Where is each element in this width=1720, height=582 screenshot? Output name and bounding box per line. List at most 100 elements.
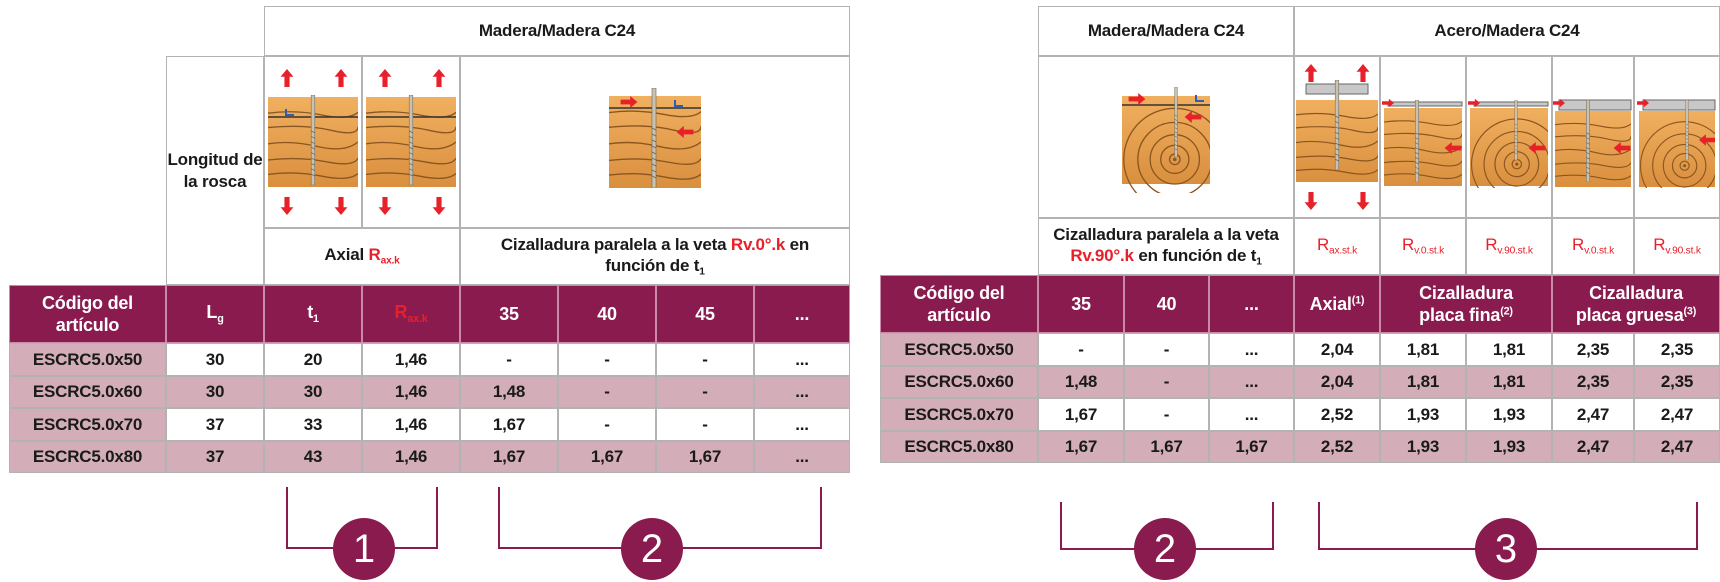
value-cell: 2,47: [1552, 398, 1634, 431]
value-cell: -: [656, 343, 754, 376]
value-cell: 1,67: [1038, 398, 1124, 431]
article-code-cell: ESCRC5.0x70: [9, 408, 166, 441]
value-cell: -: [558, 408, 656, 441]
article-code-cell: ESCRC5.0x80: [880, 430, 1038, 463]
steel-plate-shear-icon: [1634, 56, 1720, 218]
value-cell: 33: [264, 408, 362, 441]
header-code-right: Código del artículo: [880, 275, 1038, 333]
value-cell: 1,81: [1380, 333, 1466, 366]
value-cell: ...: [754, 408, 850, 441]
value-cell: 1,46: [362, 408, 460, 441]
symbol-rax-st: Rax.st.k: [1294, 218, 1380, 275]
header-rax: Rax.k: [362, 285, 460, 343]
value-cell: 2,47: [1634, 430, 1720, 463]
value-cell: ...: [754, 343, 850, 376]
value-cell: 2,52: [1294, 398, 1380, 431]
value-cell: 1,46: [362, 375, 460, 408]
value-cell: 1,93: [1466, 398, 1552, 431]
value-cell: ...: [1209, 333, 1294, 366]
value-cell: 30: [264, 375, 362, 408]
value-cell: 1,46: [362, 440, 460, 473]
value-cell: 1,93: [1466, 430, 1552, 463]
value-cell: 1,48: [1038, 365, 1124, 398]
value-cell: 2,52: [1294, 430, 1380, 463]
value-cell: 1,67: [558, 440, 656, 473]
value-cell: 1,81: [1466, 365, 1552, 398]
badge-2: 2: [621, 518, 683, 580]
value-cell: 1,67: [1038, 430, 1124, 463]
value-cell: 1,67: [1124, 430, 1209, 463]
steel-plate-shear-icon: [1552, 56, 1634, 218]
value-cell: ...: [1209, 365, 1294, 398]
shear-perpendicular-label: Cizalladura paralela a la veta Rv.90°.k …: [1038, 218, 1294, 275]
symbol-rv0-st: Rv.0.st.k: [1380, 218, 1466, 275]
value-cell: 1,81: [1380, 365, 1466, 398]
value-cell: -: [460, 343, 558, 376]
value-cell: 1,67: [656, 440, 754, 473]
value-cell: 37: [166, 440, 264, 473]
value-cell: 2,35: [1634, 333, 1720, 366]
symbol-rv90-st-thick: Rv.90.st.k: [1634, 218, 1720, 275]
header-more-right: ...: [1209, 275, 1294, 333]
article-code-cell: ESCRC5.0x80: [9, 440, 166, 473]
value-cell: 1,67: [1209, 430, 1294, 463]
header-thick-plate: Cizalladura placa gruesa(3): [1552, 275, 1720, 333]
header-40-right: 40: [1124, 275, 1209, 333]
article-code-cell: ESCRC5.0x60: [9, 375, 166, 408]
value-cell: 1,46: [362, 343, 460, 376]
value-cell: ...: [754, 375, 850, 408]
left-group-title: Madera/Madera C24: [264, 6, 850, 56]
value-cell: 1,67: [460, 440, 558, 473]
wood-shear-parallel-icon: [460, 56, 850, 228]
value-cell: 30: [166, 375, 264, 408]
badge-1: 1: [333, 518, 395, 580]
value-cell: ...: [754, 440, 850, 473]
article-code-cell: ESCRC5.0x60: [880, 365, 1038, 398]
value-cell: 2,47: [1552, 430, 1634, 463]
value-cell: 1,93: [1380, 398, 1466, 431]
header-axial-steel: Axial(1): [1294, 275, 1380, 333]
value-cell: 2,47: [1634, 398, 1720, 431]
steel-plate-axial-icon: [1294, 56, 1380, 218]
value-cell: -: [656, 408, 754, 441]
value-cell: ...: [1209, 398, 1294, 431]
steel-plate-shear-icon: [1466, 56, 1552, 218]
value-cell: -: [656, 375, 754, 408]
value-cell: 20: [264, 343, 362, 376]
header-35: 35: [460, 285, 558, 343]
value-cell: 2,35: [1552, 365, 1634, 398]
symbol-rv90-st: Rv.90.st.k: [1466, 218, 1552, 275]
value-cell: 1,93: [1380, 430, 1466, 463]
value-cell: 2,04: [1294, 365, 1380, 398]
badge-2-right: 2: [1134, 518, 1196, 580]
value-cell: -: [558, 343, 656, 376]
value-cell: 43: [264, 440, 362, 473]
value-cell: -: [1124, 398, 1209, 431]
value-cell: 37: [166, 408, 264, 441]
value-cell: 1,48: [460, 375, 558, 408]
header-more: ...: [754, 285, 850, 343]
right-group-title-steel: Acero/Madera C24: [1294, 6, 1720, 56]
badge-3: 3: [1475, 518, 1537, 580]
symbol-rv0-st-thick: Rv.0.st.k: [1552, 218, 1634, 275]
value-cell: 2,35: [1634, 365, 1720, 398]
wood-axial-icon: [362, 56, 460, 228]
value-cell: 2,35: [1552, 333, 1634, 366]
value-cell: 1,81: [1466, 333, 1552, 366]
article-code-cell: ESCRC5.0x50: [880, 333, 1038, 366]
wood-axial-icon: [264, 56, 362, 228]
header-35-right: 35: [1038, 275, 1124, 333]
steel-plate-shear-icon: [1380, 56, 1466, 218]
value-cell: 2,04: [1294, 333, 1380, 366]
shear-parallel-label: Cizalladura paralela a la veta Rv.0°.k e…: [460, 228, 850, 285]
value-cell: -: [1038, 333, 1124, 366]
header-t1: t1: [264, 285, 362, 343]
value-cell: -: [558, 375, 656, 408]
header-code: Código del artículo: [9, 285, 166, 343]
value-cell: -: [1124, 333, 1209, 366]
axial-label: Axial Rax.k: [264, 228, 460, 285]
wood-shear-perpendicular-icon: [1038, 56, 1294, 218]
thread-length-label: Longitud de la rosca: [166, 56, 264, 285]
header-45: 45: [656, 285, 754, 343]
value-cell: 30: [166, 343, 264, 376]
